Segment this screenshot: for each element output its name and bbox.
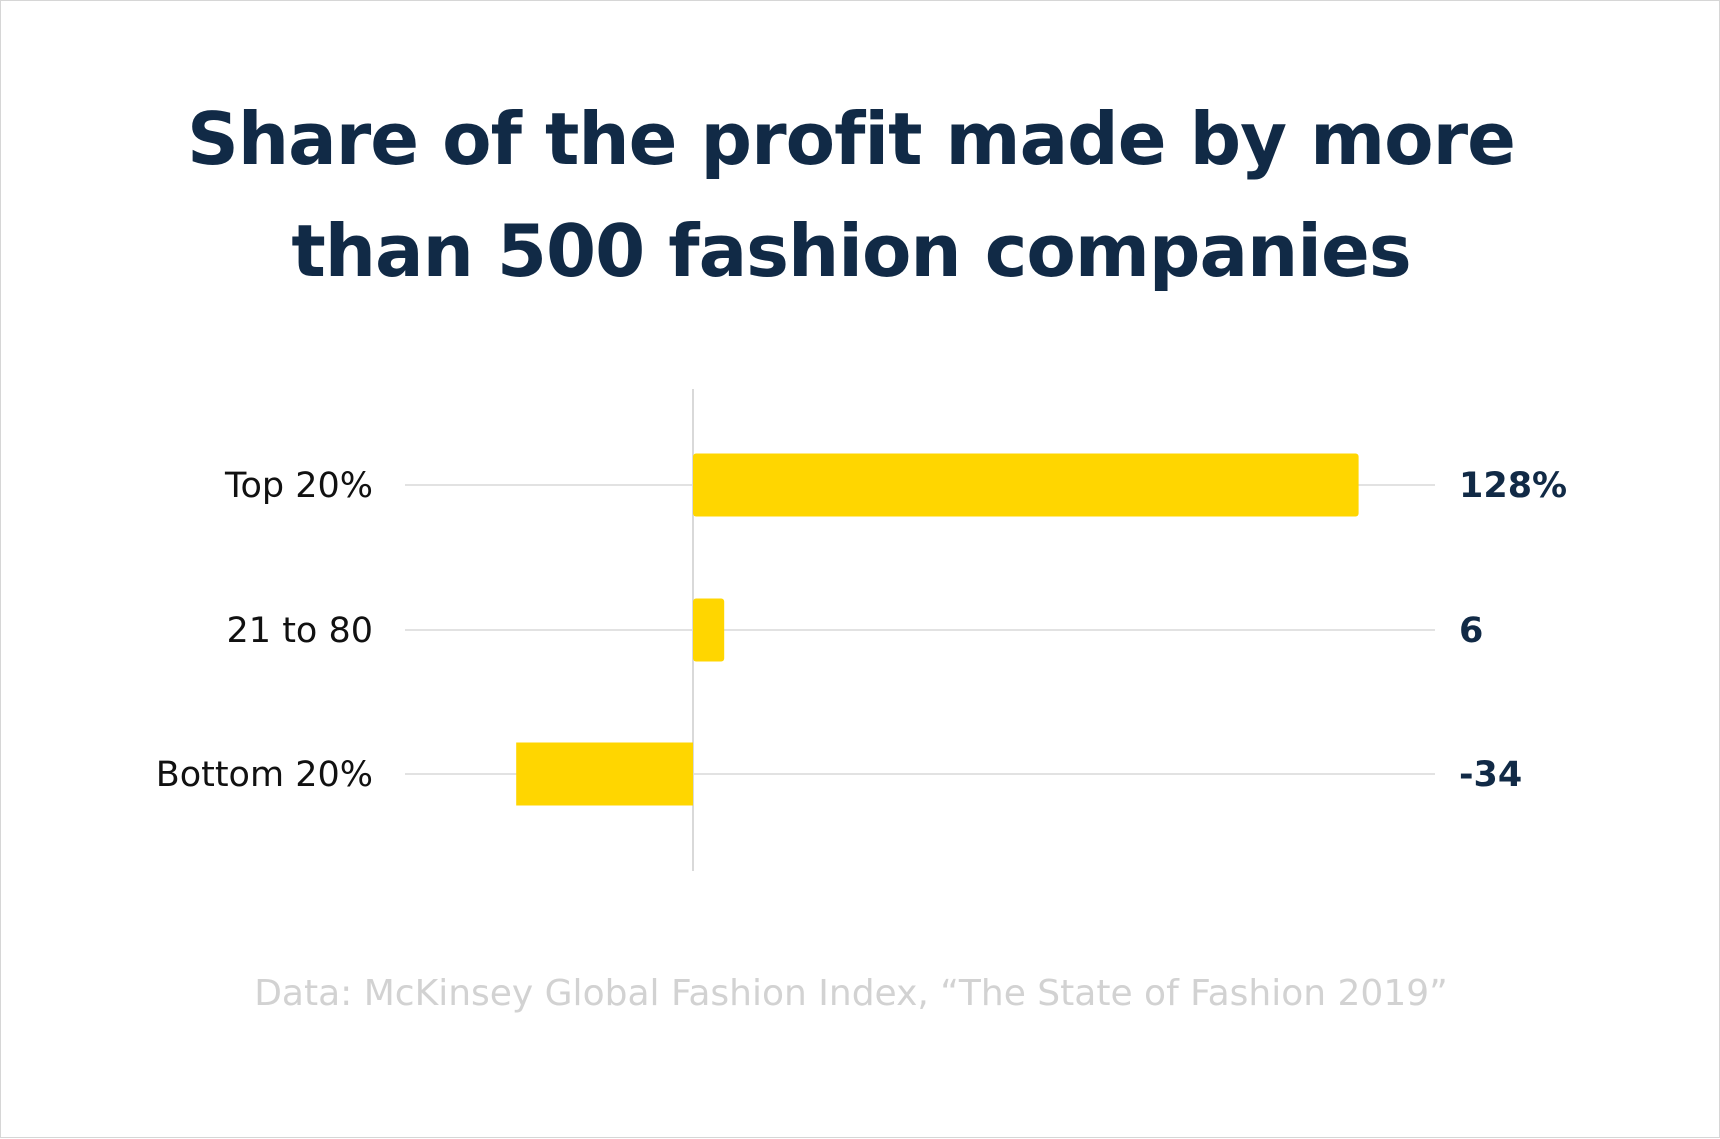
chart-source: Data: McKinsey Global Fashion Index, “Th… bbox=[254, 973, 1448, 1014]
bar bbox=[693, 453, 1359, 517]
value-label: -34 bbox=[1459, 755, 1522, 795]
chart-title: Share of the profit made by more than 50… bbox=[187, 97, 1516, 293]
category-label: 21 to 80 bbox=[227, 611, 373, 651]
bar bbox=[516, 742, 693, 806]
value-label: 128% bbox=[1459, 466, 1567, 506]
value-label: 6 bbox=[1459, 611, 1483, 651]
bar bbox=[693, 598, 725, 662]
category-label: Top 20% bbox=[224, 466, 373, 506]
category-label: Bottom 20% bbox=[156, 755, 373, 795]
